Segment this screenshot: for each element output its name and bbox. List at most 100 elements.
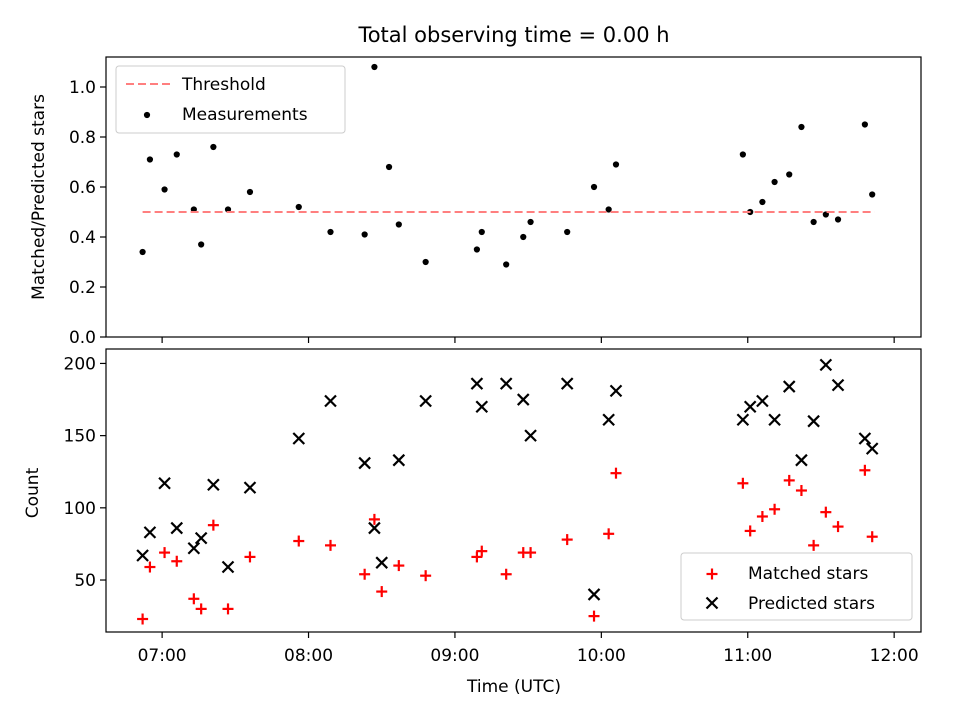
matched-star-marker	[866, 531, 878, 543]
matched-star-marker	[144, 561, 156, 573]
predicted-stars-legend-label: Predicted stars	[748, 594, 875, 614]
measurement-point	[869, 191, 876, 198]
x-axis-label: Time (UTC)	[466, 677, 561, 697]
predicted-star-marker	[358, 456, 371, 470]
y-tick-label: 200	[64, 354, 96, 374]
measurement-point	[861, 121, 868, 128]
matched-star-marker	[471, 551, 483, 563]
count-y-ticks: 50 100 150 200	[64, 354, 106, 591]
predicted-stars-legend-swatch	[705, 596, 719, 610]
predicted-star-marker	[587, 588, 601, 601]
matched-star-marker	[376, 586, 388, 598]
measurement-point	[198, 241, 205, 248]
measurement-point	[422, 258, 429, 266]
matched-star-marker	[603, 528, 615, 540]
ratio-panel: 0.0 0.2 0.4 0.6 0.8 1.0 Matched/Predicted sta…	[29, 56, 922, 348]
measurement-point	[246, 188, 254, 196]
predicted-star-marker	[831, 378, 845, 392]
y-tick-label: 0.8	[69, 128, 96, 148]
predicted-star-marker	[768, 413, 781, 427]
predicted-star-marker	[243, 481, 257, 494]
matched-star-marker	[171, 555, 183, 567]
measurement-points	[139, 63, 876, 268]
measurement-point	[371, 63, 378, 71]
predicted-star-marker	[499, 377, 513, 390]
matched-star-marker	[188, 593, 200, 605]
y-tick-label: 50	[74, 571, 96, 591]
matched-star-marker	[832, 521, 844, 533]
measurement-point	[139, 248, 146, 256]
matched-star-marker	[500, 568, 512, 580]
measurement-point	[146, 156, 154, 163]
chart-title: Total observing time = 0.00 h	[357, 23, 669, 47]
predicted-stars-markers	[136, 358, 879, 601]
matched-star-marker	[525, 547, 537, 559]
count-panel: 50 100 150 200 07:00 08:00 09:00 10:00 11:00 12:…	[23, 348, 922, 697]
measurement-point	[612, 161, 620, 168]
matched-star-marker	[324, 539, 336, 551]
matched-star-marker	[744, 525, 756, 537]
measurement-point	[173, 151, 180, 158]
x-tick-label: 12:00	[870, 646, 919, 666]
count-plot-frame	[105, 348, 922, 633]
ratio-plot-frame	[105, 56, 922, 338]
measurement-point	[520, 233, 527, 241]
predicted-star-marker	[865, 442, 879, 455]
count-x-ticks: 07:00 08:00 09:00 10:00 11:00 12:00	[138, 632, 919, 666]
predicted-star-marker	[782, 380, 796, 393]
matched-star-marker	[588, 610, 600, 622]
predicted-star-marker	[136, 549, 149, 562]
matched-star-marker	[859, 464, 871, 476]
predicted-star-marker	[756, 394, 769, 408]
measurement-point	[295, 203, 302, 211]
predicted-star-marker	[419, 394, 432, 408]
matched-stars-legend-label: Matched stars	[748, 564, 868, 584]
predicted-star-marker	[187, 541, 201, 555]
y-tick-label: 1.0	[69, 78, 96, 98]
measurement-point	[327, 228, 334, 236]
predicted-star-marker	[392, 453, 406, 467]
predicted-stars-legend-marker	[705, 596, 719, 610]
predicted-star-marker	[143, 526, 157, 539]
measurement-point	[527, 218, 534, 226]
matched-star-marker	[207, 519, 219, 531]
ratio-legend: Threshold Measurements	[115, 65, 346, 134]
predicted-star-marker	[602, 413, 615, 427]
predicted-star-marker	[194, 531, 208, 545]
predicted-star-marker	[609, 384, 623, 398]
matched-star-marker	[293, 535, 305, 547]
y-tick-label: 0.4	[69, 228, 96, 248]
matched-star-marker	[795, 485, 807, 496]
matched-star-marker	[359, 568, 371, 580]
y-tick-label: 0.0	[69, 328, 96, 348]
matched-star-marker	[195, 603, 207, 615]
predicted-star-marker	[324, 394, 337, 408]
matched-stars-markers	[137, 464, 878, 625]
predicted-star-marker	[207, 478, 220, 492]
matched-star-marker	[756, 510, 768, 522]
y-tick-label: 0.6	[69, 178, 96, 198]
predicted-star-marker	[819, 358, 833, 372]
x-tick-label: 10:00	[577, 646, 626, 666]
matched-stars-legend-marker	[706, 568, 718, 580]
matched-star-marker	[769, 503, 781, 515]
measurements-legend-swatch	[143, 111, 151, 119]
count-legend-box	[680, 552, 913, 621]
x-tick-label: 08:00	[284, 646, 333, 666]
measurement-point	[210, 143, 217, 151]
y-tick-label: 100	[64, 499, 96, 519]
predicted-star-marker	[516, 393, 530, 406]
measurements-legend-label: Measurements	[182, 105, 308, 125]
x-tick-label: 09:00	[430, 646, 479, 666]
count-y-axis-label: Count	[23, 467, 43, 518]
measurement-point	[361, 231, 368, 238]
matched-star-marker	[222, 603, 234, 615]
matched-star-marker	[420, 570, 432, 582]
y-tick-label: 0.2	[69, 278, 96, 298]
measurement-point	[786, 171, 793, 178]
matched-star-marker	[610, 467, 622, 479]
matched-star-marker	[159, 547, 171, 559]
measurement-point	[810, 218, 817, 226]
measurement-point	[834, 216, 842, 223]
